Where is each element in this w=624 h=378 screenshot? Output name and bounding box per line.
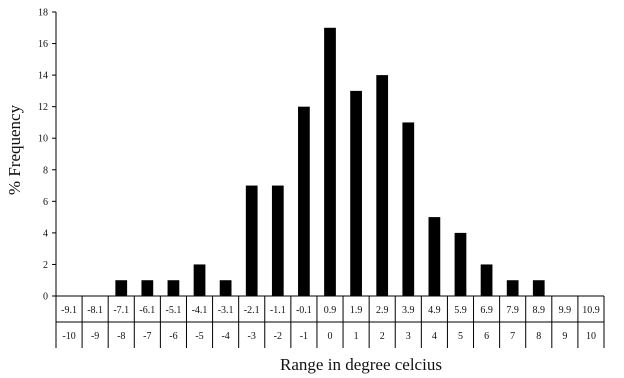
x-upper-bound-label: -5.1 <box>166 305 182 316</box>
x-upper-bound-label: 0.9 <box>324 305 337 316</box>
x-upper-bound-label: 10.9 <box>582 305 600 316</box>
bar <box>532 280 545 296</box>
bar <box>376 75 389 296</box>
x-upper-bound-label: 6.9 <box>480 305 493 316</box>
y-tick-label: 0 <box>43 292 48 303</box>
x-upper-bound-label: 7.9 <box>506 305 519 316</box>
x-lower-bound-label: -6 <box>169 331 177 342</box>
x-upper-bound-label: -6.1 <box>139 305 155 316</box>
x-lower-bound-label: -8 <box>117 331 125 342</box>
bar <box>115 280 128 296</box>
x-category-table: -9.1 -8.1 -7.1 -6.1 -5.1 -4.1 -3.1 -2.1 -1.1 -0.1… <box>55 296 605 348</box>
x-lower-bound-label: 8 <box>536 331 541 342</box>
x-lower-bound-label: -4 <box>221 331 229 342</box>
x-lower-bound-label: -7 <box>143 331 151 342</box>
y-tick-label: 12 <box>38 102 48 113</box>
x-upper-bound-label: -9.1 <box>61 305 77 316</box>
x-lower-bound-label: 3 <box>406 331 411 342</box>
bar <box>167 280 180 296</box>
y-tick-label: 4 <box>43 228 48 239</box>
x-lower-bound-label: -9 <box>91 331 99 342</box>
x-lower-bound-label: 9 <box>562 331 567 342</box>
x-upper-bound-label: 9.9 <box>559 305 572 316</box>
bar <box>219 280 232 296</box>
x-lower-bound-label: 1 <box>354 331 359 342</box>
y-tick-label: 6 <box>43 197 48 208</box>
bar <box>271 185 284 296</box>
y-tick-label: 8 <box>43 165 48 176</box>
y-tick-label: 14 <box>38 71 48 82</box>
x-upper-bound-label: 1.9 <box>350 305 363 316</box>
x-lower-bound-label: 10 <box>586 331 596 342</box>
x-upper-bound-label: 2.9 <box>376 305 389 316</box>
x-upper-bound-label: 8.9 <box>533 305 546 316</box>
x-upper-bound-label: -4.1 <box>192 305 208 316</box>
bar <box>141 280 154 296</box>
x-lower-bound-label: -3 <box>248 331 256 342</box>
x-upper-bound-label: -2.1 <box>244 305 260 316</box>
y-axis-label: % Frequency <box>5 104 24 195</box>
x-lower-bound-label: 0 <box>328 331 333 342</box>
x-lower-bound-label: 7 <box>510 331 515 342</box>
bar <box>402 122 415 296</box>
y-tick-label: 2 <box>43 260 48 271</box>
x-lower-bound-label: 2 <box>380 331 385 342</box>
bars <box>115 27 545 297</box>
x-lower-bound-label: 4 <box>432 331 437 342</box>
x-lower-bound-label: -2 <box>274 331 282 342</box>
x-lower-bound-label: 5 <box>458 331 463 342</box>
x-lower-bound-label: -10 <box>62 331 75 342</box>
x-upper-bound-label: 5.9 <box>454 305 467 316</box>
bar <box>193 264 206 296</box>
y-tick-label: 16 <box>38 39 48 50</box>
x-upper-bound-label: -0.1 <box>296 305 312 316</box>
x-lower-bound-label: -5 <box>195 331 203 342</box>
bar <box>350 90 362 296</box>
y-tick-label: 18 <box>38 8 48 19</box>
bar <box>245 185 258 296</box>
y-tick-label: 10 <box>38 134 48 145</box>
bar <box>454 232 467 296</box>
bar <box>324 27 336 297</box>
x-upper-bound-label: -7.1 <box>113 305 129 316</box>
x-upper-bound-label: 4.9 <box>428 305 441 316</box>
x-upper-bound-label: -1.1 <box>270 305 286 316</box>
x-lower-bound-label: 6 <box>484 331 489 342</box>
bar <box>506 280 519 296</box>
x-lower-bound-label: -1 <box>300 331 308 342</box>
x-upper-bound-label: -8.1 <box>87 305 103 316</box>
bar <box>480 264 493 296</box>
bar <box>428 217 441 296</box>
x-upper-bound-label: -3.1 <box>218 305 234 316</box>
x-upper-bound-label: 3.9 <box>402 305 415 316</box>
x-axis-label: Range in degree celcius <box>280 355 442 374</box>
y-axis: 0 2 4 6 8 10 12 14 16 18 <box>38 8 604 303</box>
bar <box>298 106 310 297</box>
